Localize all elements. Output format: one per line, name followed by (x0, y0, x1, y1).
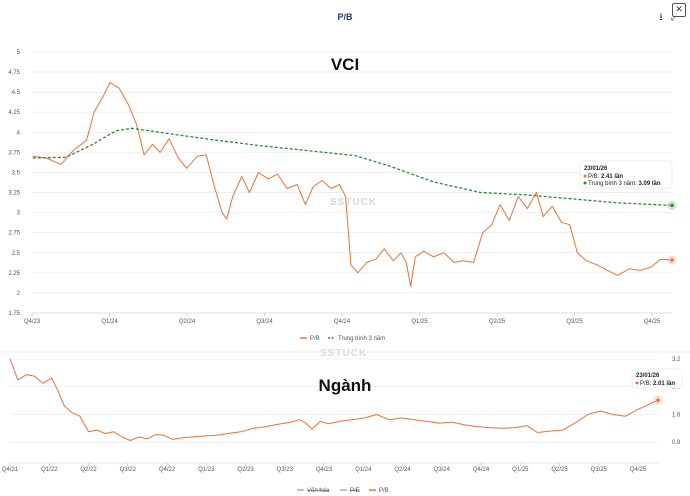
vci-series-line-0 (32, 82, 673, 287)
vci-series-end-point-0[interactable] (669, 257, 675, 263)
vci-x-tick-label: Q1/25 (411, 319, 428, 325)
sector-title: Ngành (319, 376, 372, 395)
download-icon[interactable]: ⭳ (659, 12, 663, 23)
vci-tooltip-box (579, 160, 673, 189)
vci-y-tick-label: 3 (17, 211, 21, 217)
sector-y-tick-label: 0.8 (672, 440, 681, 446)
sector-x-tick-label: Q3/22 (120, 467, 137, 473)
sector-x-tick-label: Q1/22 (41, 467, 58, 473)
vci-y-tick-label: 3.5 (12, 170, 21, 176)
chart-title: P/B (337, 12, 353, 22)
sector-tooltip-pb-value: 2.01 lần (653, 381, 675, 387)
sector-series-end-point-0[interactable] (655, 397, 661, 403)
vci-tooltip-pb-value: 2.41 lần (601, 174, 623, 180)
sector-legend-pe[interactable]: P/E (350, 488, 360, 494)
sector-legend-cap[interactable]: Vốn hóa (307, 488, 330, 494)
vci-tooltip-pb: P/B: 2.41 lần (588, 174, 623, 180)
sector-x-tick-label: Q2/23 (237, 467, 254, 473)
vci-y-tick-label: 3.75 (8, 150, 20, 156)
vci-y-ticks: 5 4.75 4.5 4.25 4 3.75 3.5 3.25 3 2.75 2.5 2.25 2 1.7… (8, 50, 20, 317)
sector-x-tick-label: Q1/25 (512, 467, 529, 473)
expand-icon[interactable]: ⤢ (671, 12, 679, 23)
vci-legend: P/B Trung bình 3 năm (300, 336, 385, 342)
sector-x-ticks: Q4/21 Q1/22 Q2/22 Q3/22 Q4/22 Q1/23 Q2/23 Q3/23… (2, 462, 658, 473)
sector-y-tick-label: 3.2 (672, 357, 681, 363)
sector-x-tick-label: Q4/24 (473, 467, 490, 473)
sector-x-tick-label: Q1/24 (355, 467, 372, 473)
vci-series-line-1 (32, 127, 673, 207)
close-icon[interactable]: ✕ (672, 3, 686, 17)
vci-tooltip-avg-label: Trung bình 3 năm: (588, 181, 638, 187)
vci-grid (32, 51, 672, 314)
watermark: SSTUCK (330, 197, 377, 208)
vci-tooltip: 23/01/26 P/B: 2.41 lần Trung bình 3 năm:… (579, 160, 673, 189)
vci-legend-avg[interactable]: Trung bình 3 năm (338, 336, 385, 342)
sector-tooltip-pb-label: P/B: (640, 381, 653, 387)
vci-y-tick-label: 2 (17, 291, 21, 297)
vci-y-tick-label: 4.75 (8, 70, 20, 76)
vci-x-tick-label: Q4/25 (644, 319, 661, 325)
vci-title: VCI (331, 55, 359, 74)
sector-tooltip-pb: P/B: 2.01 lần (640, 381, 675, 387)
vci-y-tick-label: 4.25 (8, 110, 20, 116)
vci-y-tick-label: 5 (17, 50, 21, 56)
sector-x-tick-label: Q2/25 (551, 467, 568, 473)
sector-x-tick-label: Q3/23 (277, 467, 294, 473)
sector-legend-pb[interactable]: P/B (379, 488, 389, 494)
sector-x-tick-label: Q3/25 (591, 467, 608, 473)
vci-x-tick-label: Q4/23 (24, 319, 41, 325)
vci-tooltip-pb-dot (583, 174, 587, 178)
sector-series-line-0 (9, 358, 659, 441)
sector-tooltip-pb-dot (635, 381, 639, 385)
sector-x-tick-label: Q3/24 (434, 467, 451, 473)
vci-y-tick-label: 3.25 (8, 191, 20, 197)
vci-x-tick-label: Q1/24 (101, 319, 118, 325)
vci-x-tick-label: Q3/25 (566, 319, 583, 325)
vci-series (32, 82, 677, 287)
sector-x-tick-label: Q1/23 (198, 467, 215, 473)
vci-x-tick-label: Q3/24 (256, 319, 273, 325)
vci-y-tick-label: 4 (17, 130, 21, 136)
vci-legend-pb[interactable]: P/B (310, 336, 320, 342)
sector-tooltip: 23/01/26 P/B: 2.01 lần (631, 368, 683, 389)
sector-y-tick-label: 1.6 (672, 412, 681, 418)
vci-tooltip-avg-value: 3.09 lần (638, 181, 660, 187)
sector-tooltip-date: 23/01/26 (636, 373, 660, 379)
vci-y-tick-label: 2.25 (8, 271, 20, 277)
vci-y-tick-label: 4.5 (12, 90, 21, 96)
sector-x-tick-label: Q2/22 (80, 467, 97, 473)
sector-x-tick-label: Q2/24 (394, 467, 411, 473)
vci-tooltip-pb-label: P/B: (588, 174, 601, 180)
vci-y-tick-label: 2.5 (12, 251, 21, 257)
watermark-bottom: SSTUCK (320, 348, 367, 359)
vci-x-ticks: Q4/23 Q1/24 Q2/24 Q3/24 Q4/24 Q1/25 Q2/25 Q3/25… (24, 312, 672, 325)
sector-x-tick-label: Q4/23 (316, 467, 333, 473)
vci-y-tick-label: 1.75 (8, 311, 20, 317)
vci-series-end-point-1[interactable] (669, 202, 675, 208)
sector-legend: Vốn hóa P/E P/B (297, 488, 389, 494)
vci-y-tick-label: 2.75 (8, 231, 20, 237)
sector-tooltip-box (631, 368, 683, 389)
vci-x-tick-label: Q2/24 (179, 319, 196, 325)
sector-x-tick-label: Q4/22 (159, 467, 176, 473)
sector-x-tick-label: Q4/21 (2, 467, 19, 473)
vci-tooltip-avg: Trung bình 3 năm: 3.09 lần (588, 181, 661, 187)
vci-x-tick-label: Q2/25 (489, 319, 506, 325)
vci-tooltip-avg-dot (583, 181, 587, 185)
sector-x-tick-label: Q4/25 (630, 467, 647, 473)
vci-tooltip-date: 23/01/26 (584, 166, 608, 172)
vci-x-tick-label: Q4/24 (334, 319, 351, 325)
sector-grid (10, 358, 658, 443)
sector-series (9, 358, 663, 441)
